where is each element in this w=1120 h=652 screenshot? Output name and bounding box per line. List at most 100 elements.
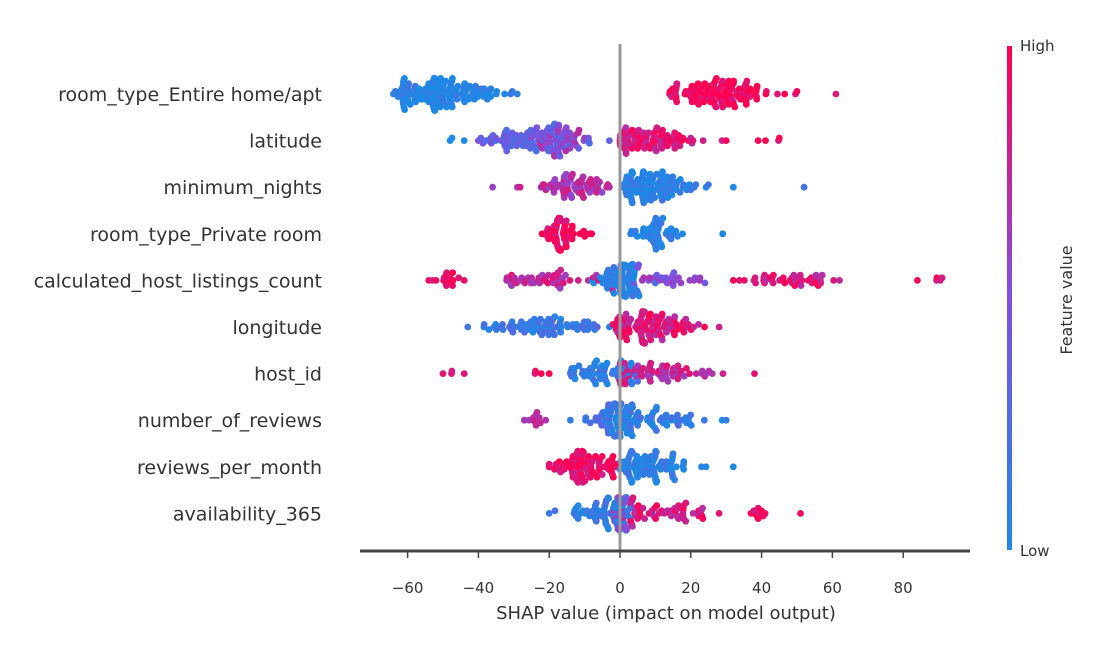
- data-point: [448, 367, 456, 375]
- data-point: [629, 169, 637, 177]
- data-point: [708, 370, 716, 377]
- data-point: [474, 93, 482, 100]
- data-point: [448, 103, 456, 111]
- data-point: [513, 90, 521, 98]
- feature-label: calculated_host_listings_count: [34, 270, 322, 292]
- data-point: [449, 282, 456, 289]
- data-point: [405, 80, 412, 87]
- data-point: [751, 274, 759, 282]
- data-point: [598, 189, 606, 196]
- data-point: [658, 310, 666, 318]
- data-point: [647, 310, 654, 318]
- data-point: [460, 137, 468, 145]
- data-point: [652, 515, 659, 522]
- data-point: [639, 365, 647, 372]
- data-point: [797, 510, 804, 517]
- data-point: [634, 378, 642, 385]
- data-point: [406, 101, 414, 108]
- feature-row: [425, 260, 946, 300]
- data-point: [742, 101, 750, 108]
- data-point: [585, 453, 592, 460]
- data-point: [662, 411, 670, 419]
- data-point: [671, 145, 679, 152]
- data-point: [621, 359, 628, 367]
- data-point: [775, 134, 783, 142]
- data-point: [683, 365, 690, 372]
- feature-row: [545, 447, 737, 486]
- data-point: [797, 282, 805, 289]
- data-point: [592, 517, 600, 525]
- data-point: [640, 169, 648, 177]
- data-point: [686, 370, 693, 377]
- data-point: [492, 134, 500, 142]
- colorbar: High Low Feature value: [1007, 37, 1076, 560]
- data-point: [664, 142, 671, 150]
- data-point: [699, 515, 707, 522]
- feature-row: [489, 168, 808, 207]
- data-point: [648, 367, 656, 375]
- data-point: [562, 243, 570, 251]
- feature-row: [464, 308, 723, 347]
- data-point: [430, 74, 438, 82]
- data-point: [652, 244, 660, 252]
- data-point: [659, 168, 666, 176]
- data-point: [571, 375, 579, 383]
- data-point: [562, 124, 570, 131]
- data-point: [659, 214, 667, 222]
- data-point: [566, 145, 574, 152]
- feature-row: [545, 493, 804, 534]
- data-point: [560, 279, 567, 287]
- data-point: [532, 367, 539, 375]
- data-point: [680, 372, 688, 380]
- feature-label: room_type_Entire home/apt: [58, 84, 322, 106]
- data-point: [641, 308, 648, 316]
- data-point: [800, 183, 808, 191]
- data-point: [551, 507, 559, 515]
- data-point: [568, 235, 576, 243]
- data-point: [673, 321, 680, 328]
- data-point: [674, 362, 682, 370]
- data-point: [729, 183, 737, 191]
- data-point: [481, 85, 488, 93]
- data-point: [622, 380, 629, 388]
- data-point: [653, 403, 660, 411]
- data-point: [653, 502, 661, 509]
- data-point: [746, 93, 754, 100]
- data-point: [679, 230, 686, 238]
- data-point: [914, 277, 921, 284]
- data-point: [569, 170, 576, 178]
- data-point: [593, 473, 601, 481]
- data-point: [545, 510, 553, 517]
- data-point: [511, 323, 519, 331]
- data-point: [743, 77, 751, 85]
- data-point: [503, 147, 511, 155]
- data-point: [623, 524, 630, 532]
- data-point: [586, 419, 594, 427]
- data-point: [455, 274, 463, 282]
- data-point: [533, 124, 541, 131]
- data-point: [521, 328, 528, 336]
- data-point: [584, 318, 592, 326]
- data-point: [545, 460, 553, 468]
- data-point: [673, 463, 680, 471]
- data-point: [653, 477, 661, 485]
- data-point: [604, 380, 611, 388]
- data-point: [542, 416, 550, 424]
- x-tick-label: 80: [894, 579, 913, 597]
- data-point: [588, 230, 596, 238]
- data-point: [719, 103, 726, 111]
- data-point: [663, 422, 671, 429]
- data-point: [668, 191, 676, 199]
- data-point: [460, 277, 468, 284]
- data-point: [676, 142, 684, 150]
- data-point: [629, 494, 637, 502]
- feature-label: number_of_reviews: [138, 410, 322, 432]
- data-point: [634, 422, 642, 429]
- data-point: [518, 274, 526, 282]
- data-point: [518, 318, 525, 326]
- data-point: [532, 147, 540, 155]
- data-point: [596, 178, 603, 186]
- data-point: [492, 326, 500, 333]
- data-point: [653, 124, 661, 131]
- data-point: [606, 137, 613, 145]
